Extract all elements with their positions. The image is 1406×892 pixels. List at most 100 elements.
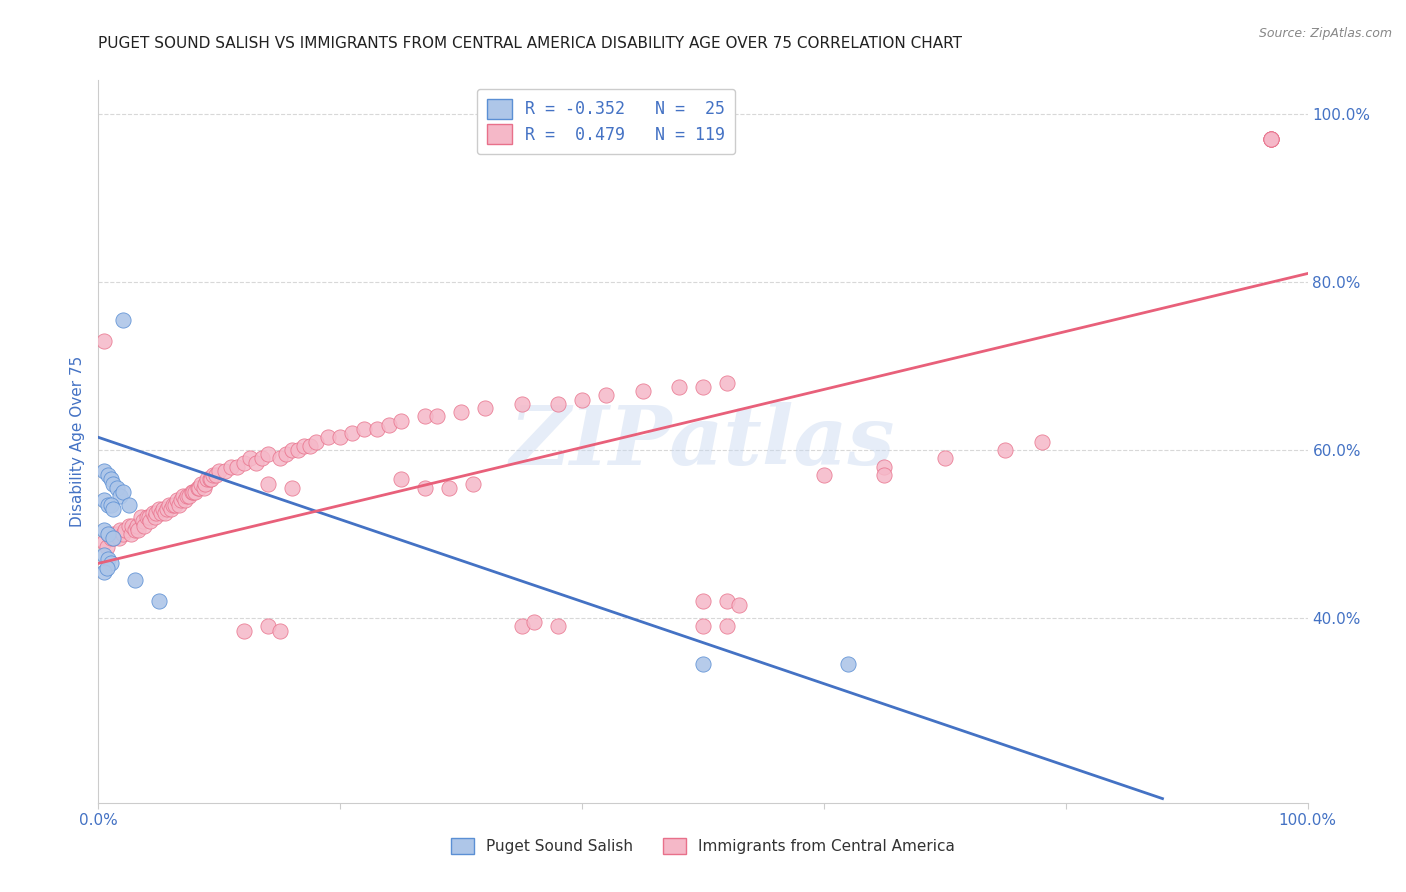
Point — [97, 527, 120, 541]
Point — [105, 481, 128, 495]
Point — [156, 501, 179, 516]
Point — [692, 619, 714, 633]
Point — [169, 498, 191, 512]
Point — [198, 472, 221, 486]
Point — [204, 468, 226, 483]
Point — [124, 573, 146, 587]
Point — [1260, 132, 1282, 146]
Point — [232, 456, 254, 470]
Point — [108, 489, 131, 503]
Point — [837, 657, 859, 672]
Point — [145, 506, 167, 520]
Point — [547, 619, 569, 633]
Point — [1260, 132, 1282, 146]
Point — [1260, 132, 1282, 146]
Point — [256, 447, 278, 461]
Point — [101, 531, 124, 545]
Point — [162, 498, 184, 512]
Point — [97, 498, 120, 512]
Point — [274, 447, 297, 461]
Point — [292, 439, 315, 453]
Point — [305, 434, 328, 449]
Point — [245, 456, 267, 470]
Point — [873, 459, 896, 474]
Point — [716, 376, 738, 390]
Point — [127, 523, 149, 537]
Point — [194, 476, 217, 491]
Point — [124, 523, 146, 537]
Point — [692, 657, 714, 672]
Point — [377, 417, 399, 432]
Point — [208, 464, 231, 478]
Point — [873, 468, 896, 483]
Point — [114, 523, 136, 537]
Point — [269, 451, 291, 466]
Point — [101, 501, 124, 516]
Point — [96, 560, 118, 574]
Point — [316, 430, 339, 444]
Point — [172, 489, 194, 503]
Point — [93, 493, 115, 508]
Point — [232, 624, 254, 638]
Point — [221, 459, 243, 474]
Point — [105, 527, 128, 541]
Point — [413, 481, 436, 495]
Point — [153, 506, 176, 520]
Point — [93, 548, 115, 562]
Point — [100, 472, 122, 486]
Point — [181, 485, 204, 500]
Point — [100, 557, 122, 571]
Point — [132, 514, 155, 528]
Point — [281, 481, 304, 495]
Point — [299, 439, 322, 453]
Point — [195, 472, 218, 486]
Point — [176, 489, 198, 503]
Point — [450, 405, 472, 419]
Point — [160, 501, 183, 516]
Point — [93, 464, 115, 478]
Point — [111, 485, 134, 500]
Point — [184, 485, 207, 500]
Legend: Puget Sound Salish, Immigrants from Central America: Puget Sound Salish, Immigrants from Cent… — [444, 832, 962, 860]
Point — [180, 485, 202, 500]
Point — [139, 514, 162, 528]
Point — [256, 476, 278, 491]
Point — [269, 624, 291, 638]
Point — [523, 615, 546, 630]
Point — [692, 380, 714, 394]
Point — [389, 413, 412, 427]
Point — [111, 527, 134, 541]
Point — [200, 472, 222, 486]
Point — [148, 501, 170, 516]
Point — [148, 594, 170, 608]
Point — [1031, 434, 1053, 449]
Point — [96, 540, 118, 554]
Point — [1260, 132, 1282, 146]
Point — [510, 619, 533, 633]
Point — [187, 481, 209, 495]
Point — [547, 397, 569, 411]
Point — [134, 518, 156, 533]
Point — [121, 518, 143, 533]
Point — [413, 409, 436, 424]
Point — [190, 476, 212, 491]
Point — [256, 619, 278, 633]
Point — [193, 481, 215, 495]
Point — [631, 384, 654, 398]
Point — [169, 493, 191, 508]
Point — [716, 619, 738, 633]
Point — [120, 527, 142, 541]
Point — [239, 451, 262, 466]
Point — [143, 510, 166, 524]
Point — [389, 472, 412, 486]
Point — [437, 481, 460, 495]
Point — [93, 334, 115, 348]
Text: Source: ZipAtlas.com: Source: ZipAtlas.com — [1258, 27, 1392, 40]
Point — [103, 531, 125, 545]
Point — [97, 468, 120, 483]
Point — [127, 518, 149, 533]
Point — [329, 430, 352, 444]
Point — [108, 523, 131, 537]
Point — [287, 442, 309, 457]
Text: PUGET SOUND SALISH VS IMMIGRANTS FROM CENTRAL AMERICA DISABILITY AGE OVER 75 COR: PUGET SOUND SALISH VS IMMIGRANTS FROM CE… — [98, 36, 963, 51]
